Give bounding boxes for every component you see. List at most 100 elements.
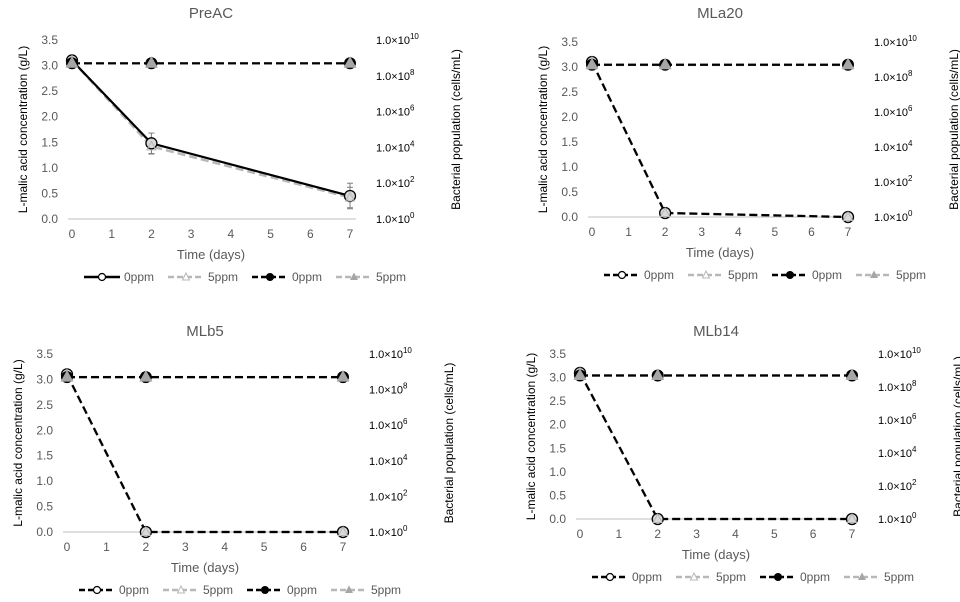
data-point-5ppm-left: [146, 140, 157, 151]
y2-tick-exponent: 6: [912, 412, 917, 421]
data-point-5ppm-right: [658, 57, 672, 70]
legend-label: 5ppm: [376, 270, 406, 284]
y2-tick-exponent: 0: [908, 209, 913, 218]
legend-marker: [870, 270, 878, 278]
y2-axis-label: Bacterial population (cells/mL): [951, 356, 960, 517]
y2-tick-label: 1.0×108: [376, 68, 415, 83]
y2-tick-base: 1.0×10: [369, 456, 403, 468]
y2-tick-exponent: 8: [410, 68, 415, 77]
legend-label: 5ppm: [896, 268, 926, 282]
data-point-5ppm-right: [343, 56, 357, 68]
x-axis-label: Time (days): [177, 247, 245, 262]
legend-label: 5ppm: [203, 583, 233, 597]
y-tick-label: 0.5: [561, 185, 578, 199]
legend-marker: [92, 585, 102, 595]
series-line-5ppm-left: [65, 373, 343, 534]
x-tick-label: 3: [698, 225, 705, 239]
y2-tick-base: 1.0×10: [376, 35, 410, 47]
legend-marker: [689, 571, 699, 581]
chart-panel-1: PreAC 0.0 0.5 1.0 1.5 2.0 2.5 3.0 3.5 0 1 2 3 4 5 6 7 1.0…: [16, 5, 463, 284]
x-tick-label: 4: [732, 527, 739, 541]
x-axis-label: Time (days): [682, 547, 750, 562]
x-tick-label: 3: [693, 527, 700, 541]
y2-tick-base: 1.0×10: [376, 71, 410, 83]
x-tick-label: 4: [228, 227, 235, 241]
legend-label: 5ppm: [716, 570, 746, 584]
x-tick-label: 1: [616, 527, 623, 541]
y2-tick-exponent: 4: [908, 139, 913, 148]
y-axis-label: L-malic acid concentration (g/L): [536, 46, 550, 213]
y-axis-label: L-malic acid concentration (g/L): [524, 353, 538, 520]
chart-panel-2: MLa20 0.0 0.5 1.0 1.5 2.0 2.5 3.0 3.5 0 1 2 3 4 5 6 7 1.0…: [536, 5, 960, 282]
data-point-5ppm-right: [60, 370, 74, 382]
y-tick-label: 2.0: [549, 418, 566, 432]
legend-label: 0ppm: [644, 268, 674, 282]
legend-label: 5ppm: [208, 270, 238, 284]
y-tick-label: 0.5: [36, 500, 53, 514]
y-tick-label: 3.0: [549, 371, 566, 385]
y2-tick-label: 1.0×1010: [376, 32, 419, 47]
y2-tick-label: 1.0×102: [369, 488, 408, 503]
x-tick-label: 6: [810, 527, 817, 541]
y2-axis-label: Bacterial population (cells/mL): [947, 49, 960, 210]
y2-tick-label: 1.0×100: [376, 211, 415, 226]
y2-tick-exponent: 10: [908, 34, 917, 43]
chart-title: MLa20: [697, 5, 743, 22]
y2-tick-base: 1.0×10: [874, 142, 908, 154]
y2-tick-label: 1.0×106: [874, 104, 913, 119]
x-tick-label: 6: [300, 540, 307, 554]
y-tick-label: 0.0: [549, 512, 566, 526]
y-tick-label: 3.5: [41, 33, 58, 47]
data-point-5ppm-right: [336, 370, 350, 382]
y2-tick-base: 1.0×10: [369, 385, 403, 397]
legend-marker: [176, 584, 186, 594]
y2-tick-label: 1.0×104: [369, 453, 408, 468]
legend-marker: [266, 273, 274, 281]
y2-tick-base: 1.0×10: [878, 448, 912, 460]
x-tick-label: 7: [849, 527, 856, 541]
y2-tick-label: 1.0×104: [874, 139, 913, 154]
y-tick-label: 3.0: [561, 60, 578, 74]
data-point-5ppm-left: [846, 512, 858, 523]
y2-tick-label: 1.0×104: [376, 139, 415, 154]
y2-tick-exponent: 0: [403, 524, 408, 533]
y2-tick-base: 1.0×10: [369, 491, 403, 503]
y2-tick-exponent: 6: [908, 104, 913, 113]
y2-tick-exponent: 8: [403, 382, 408, 391]
data-point-5ppm-right: [139, 370, 153, 382]
x-tick-label: 3: [182, 540, 189, 554]
chart-panel-3: MLb5 0.0 0.5 1.0 1.5 2.0 2.5 3.0 3.5 0 1 2 3 4 5 6 7 1.0×…: [11, 323, 456, 597]
legend-marker: [261, 586, 269, 594]
y2-tick-label: 1.0×1010: [369, 346, 412, 361]
chart-title: MLb14: [693, 323, 739, 340]
y-tick-label: 0.0: [36, 525, 53, 539]
y-axis-label: L-malic acid concentration (g/L): [11, 359, 25, 526]
y2-tick-base: 1.0×10: [874, 177, 908, 189]
y2-tick-base: 1.0×10: [878, 415, 912, 427]
y2-tick-base: 1.0×10: [369, 527, 403, 539]
x-tick-label: 6: [307, 227, 314, 241]
x-tick-label: 6: [808, 225, 815, 239]
y2-tick-label: 1.0×100: [874, 209, 913, 224]
legend-label: 0ppm: [800, 570, 830, 584]
y2-tick-base: 1.0×10: [878, 481, 912, 493]
x-tick-label: 0: [64, 540, 71, 554]
y2-tick-exponent: 8: [908, 69, 913, 78]
x-tick-label: 4: [735, 225, 742, 239]
y2-tick-base: 1.0×10: [376, 142, 410, 154]
y-tick-label: 0.5: [549, 488, 566, 502]
y2-tick-base: 1.0×10: [376, 214, 410, 226]
y-tick-label: 3.5: [561, 35, 578, 49]
y-tick-label: 1.5: [549, 441, 566, 455]
legend-marker: [774, 573, 782, 581]
y2-tick-label: 1.0×100: [878, 511, 917, 526]
x-tick-label: 0: [589, 225, 596, 239]
y2-tick-label: 1.0×106: [376, 104, 415, 119]
y2-tick-exponent: 0: [410, 211, 415, 220]
x-tick-label: 0: [577, 527, 584, 541]
y-tick-label: 1.5: [561, 135, 578, 149]
y2-tick-exponent: 0: [912, 511, 917, 520]
y2-tick-label: 1.0×104: [878, 445, 917, 460]
y2-tick-exponent: 10: [410, 32, 419, 41]
y2-tick-base: 1.0×10: [369, 420, 403, 432]
